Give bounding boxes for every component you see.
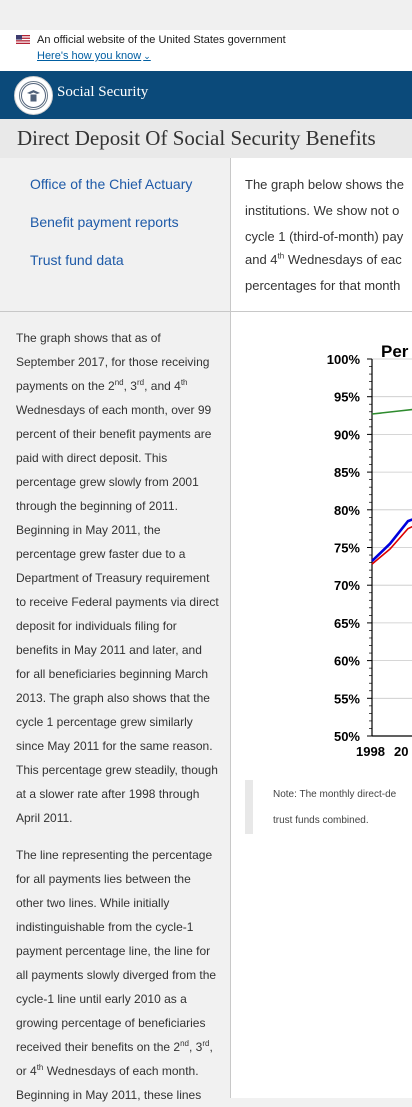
description-paragraph-1: The graph shows that as of September 201… — [16, 326, 230, 830]
p2-text: Wednesdays of each month. — [43, 1064, 199, 1078]
direct-deposit-chart: 100% 95% 90% 85% 80% 75% 70% 65% 60% 55% 50%1998 20… — [327, 342, 412, 759]
sidebar-item-trust-fund-data[interactable]: Trust fund data — [30, 252, 124, 268]
p1-line: benefits in May 2011 and later, and — [16, 643, 202, 657]
p1-line: Beginning in May 2011, the — [16, 523, 161, 537]
chart-title: Per — [381, 342, 409, 361]
p1-line: payments on the 2nd, 3rd, and 4th — [16, 374, 230, 398]
note-line-2: trust funds combined. — [273, 815, 369, 826]
y-tick-label: 50% — [334, 729, 360, 744]
sidebar-item-benefit-payment-reports[interactable]: Benefit payment reports — [30, 214, 179, 230]
site-navbar — [0, 71, 412, 119]
p1-sup: nd — [114, 378, 124, 387]
p2-line: other two lines. While initially — [16, 896, 170, 910]
intro-text-panel: The graph below shows the institutions. … — [231, 158, 412, 312]
browser-top-strip — [0, 0, 412, 31]
note-line-1: Note: The monthly direct-de — [273, 789, 397, 800]
p1-line: This percentage grew steadily, though — [16, 763, 218, 777]
series-line — [371, 525, 412, 565]
page-title: Direct Deposit Of Social Security Benefi… — [17, 126, 376, 150]
y-tick-label: 100% — [327, 352, 361, 367]
p2-line: or 4th Wednesdays of each month. — [16, 1059, 230, 1083]
sidebar-item-office-of-chief-actuary[interactable]: Office of the Chief Actuary — [30, 176, 193, 192]
p2-line: Beginning in May 2011, these lines — [16, 1088, 202, 1102]
y-tick-label: 70% — [334, 578, 360, 593]
p2-sup: th — [36, 1063, 44, 1072]
description-panel: The graph shows that as of September 201… — [0, 312, 231, 1102]
us-flag-icon — [16, 35, 30, 44]
heres-how-you-know-label: Here's how you know — [37, 50, 142, 62]
p2-text: , 3 — [189, 1040, 203, 1054]
p2-sup: nd — [180, 1039, 190, 1048]
series-line — [371, 408, 412, 415]
p2-line: payment percentage line, the line for — [16, 944, 211, 958]
heres-how-you-know-link[interactable]: Here's how you know ⌄ — [37, 50, 151, 62]
series-line — [371, 518, 412, 563]
x-tick-label: 20 — [394, 744, 408, 759]
p1-line: Wednesdays of each month, over 99 — [16, 403, 212, 417]
p1-line: 2013. The graph also shows that the — [16, 691, 210, 705]
p2-line: indistinguishable from the cycle-1 — [16, 920, 194, 934]
p2-line: growing percentage of beneficiaries — [16, 1016, 206, 1030]
p1-line: through the beginning of 2011. — [16, 499, 178, 513]
intro-line-4: and 4th Wednesdays of eac — [245, 252, 402, 267]
p1-line: at a slower rate after 1998 through — [16, 787, 200, 801]
p1-sup: rd — [136, 378, 145, 387]
p2-line: for all payments lies between the — [16, 872, 191, 886]
p2-text: or 4 — [16, 1064, 37, 1078]
gov-banner — [0, 30, 412, 71]
p1-line: cycle 1 percentage grew similarly — [16, 715, 193, 729]
intro-line-2: institutions. We show not o — [245, 203, 400, 218]
y-tick-label: 90% — [334, 427, 360, 442]
y-tick-label: 65% — [334, 616, 360, 631]
eagle-seal-icon — [19, 81, 48, 110]
y-tick-label: 55% — [334, 691, 360, 706]
intro-line-4-b: Wednesdays of eac — [284, 252, 402, 267]
p1-text: payments on the 2 — [16, 379, 115, 393]
y-tick-label: 60% — [334, 654, 360, 669]
intro-line-4-a: and 4 — [245, 252, 278, 267]
intro-line-4-sup: th — [277, 251, 285, 261]
p1-line: to receive Federal payments via direct — [16, 595, 219, 609]
p1-line: for all beneficiaries beginning March — [16, 667, 209, 681]
note-accent-bar — [245, 780, 253, 834]
social-security-home-link[interactable]: Social Security — [57, 84, 149, 100]
x-tick-label: 1998 — [356, 744, 385, 759]
y-tick-label: 95% — [334, 390, 360, 405]
sidebar-nav — [0, 158, 231, 312]
page-title-bar — [0, 119, 412, 159]
gov-banner-text: An official website of the United States… — [37, 34, 286, 46]
chart-panel: 100% 95% 90% 85% 80% 75% 70% 65% 60% 55% 50% 1998 20… — [231, 312, 412, 1098]
p1-line: since May 2011 for the same reason. — [16, 739, 213, 753]
chevron-down-icon: ⌄ — [143, 51, 151, 61]
p1-sup: th — [180, 378, 188, 387]
p2-text: , — [209, 1040, 213, 1054]
p2-line: cycle-1 line until early 2010 as a — [16, 992, 187, 1006]
p1-text: , and 4 — [144, 379, 181, 393]
p1-line: percentage grew slowly from 2001 — [16, 475, 199, 489]
p1-line: Department of Treasury requirement — [16, 571, 210, 585]
p1-line: April 2011. — [16, 811, 73, 825]
p2-line: The line representing the percentage — [16, 848, 213, 862]
p1-line: paid with direct deposit. This — [16, 451, 168, 465]
p1-line: percentage grew faster due to a — [16, 547, 186, 561]
p1-line: deposit for individuals filing for — [16, 619, 177, 633]
p1-line: September 2017, for those receiving — [16, 355, 210, 369]
p1-text: , 3 — [123, 379, 137, 393]
p2-text: received their benefits on the 2 — [16, 1040, 181, 1054]
intro-line-3: cycle 1 (third-of-month) pay — [245, 229, 404, 244]
p1-line: percent of their benefit payments are — [16, 427, 212, 441]
p2-line: received their benefits on the 2nd, 3rd, — [16, 1035, 230, 1059]
y-tick-label: 85% — [334, 465, 360, 480]
p2-line: all payments slowly diverged from the — [16, 968, 217, 982]
intro-line-5: percentages for that month — [245, 278, 401, 293]
y-tick-label: 80% — [334, 503, 360, 518]
intro-line-1: The graph below shows the — [245, 177, 404, 192]
description-paragraph-2: The line representing the percentage for… — [16, 843, 230, 1107]
p2-sup: rd — [202, 1039, 210, 1048]
p1-line: The graph shows that as of — [16, 331, 161, 345]
y-tick-label: 75% — [334, 541, 360, 556]
